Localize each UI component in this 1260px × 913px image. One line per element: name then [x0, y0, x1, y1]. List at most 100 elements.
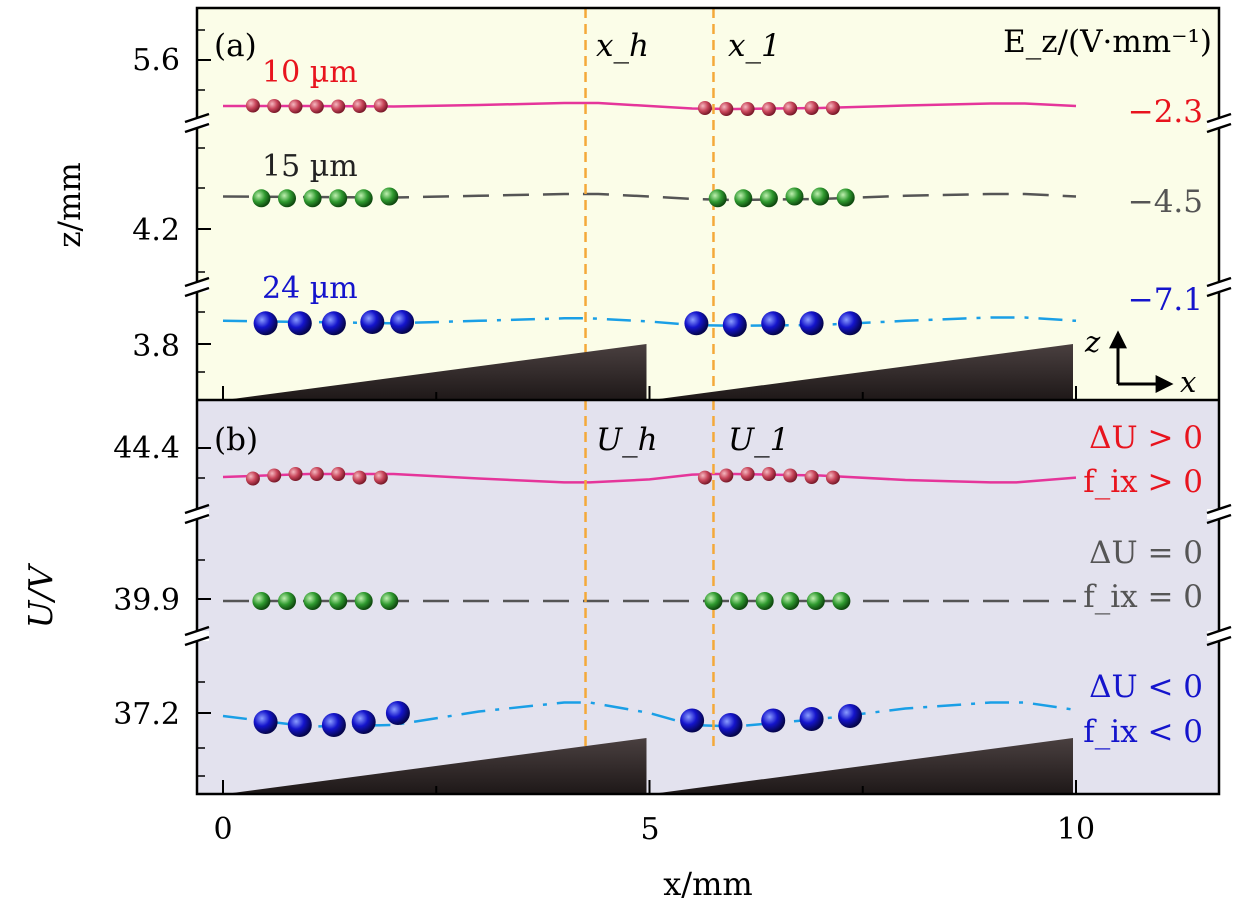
- ion-a-2-0: [253, 311, 278, 336]
- sawtooth-electrode-a-0: [225, 344, 647, 400]
- axis-break-mark-1-1-bot: [1206, 286, 1232, 298]
- ion-b-0-5: [352, 470, 367, 485]
- axis-break-gap-1-0: [185, 282, 209, 292]
- ion-b-2-8: [799, 707, 824, 731]
- panel-b-label: (b): [214, 422, 258, 458]
- y-tick-label-44.4: 44.4: [113, 431, 180, 466]
- axis-glyph-up-label: z: [1084, 325, 1101, 359]
- x-axis: 0 5 10 x/mm: [213, 386, 1095, 903]
- ion-b-1-9: [781, 592, 800, 610]
- ion-b-0-1: [267, 468, 282, 483]
- ion-b-1-3: [329, 592, 348, 610]
- ion-a-0-6: [373, 98, 388, 113]
- y-axis-title-a: z/mm: [52, 162, 88, 248]
- ion-b-1-1: [278, 592, 296, 610]
- y-axis-title-b-text: U/V: [21, 562, 60, 628]
- ion-b-0-11: [783, 468, 798, 483]
- ion-b-2-6: [718, 713, 743, 737]
- ion-a-0-2: [288, 99, 303, 114]
- ion-a-2-3: [360, 310, 385, 334]
- legend-du-positive: ΔU > 0: [1089, 420, 1203, 456]
- axis-break-gap-3-0: [185, 631, 209, 641]
- panel-a: (a) 10 µm 15 µm 24 µm x_h x_1 E_z/(V·mm⁻…: [52, 8, 1219, 400]
- legend-fix-positive: f_ix > 0: [1083, 464, 1203, 500]
- marker-label-xh-text: x_h: [596, 28, 649, 64]
- ion-a-1-0: [252, 189, 271, 208]
- axis-break-mark-2-1-bot: [1206, 513, 1232, 525]
- ion-a-0-10: [761, 102, 776, 116]
- legend-fix-negative: f_ix < 0: [1083, 714, 1203, 750]
- panel-b-position-markers: [584, 400, 715, 752]
- axis-break-mark-1-0-top: [184, 276, 210, 288]
- sawtooth-electrode-b-0: [225, 738, 647, 794]
- y-axis-title-b: U/V: [21, 562, 60, 628]
- ion-b-0-4: [331, 467, 346, 481]
- ion-a-2-6: [722, 313, 747, 337]
- ion-b-0-12: [804, 470, 819, 484]
- panel-a-sawtooth-electrodes: [225, 344, 1073, 400]
- ion-a-1-2: [303, 189, 322, 208]
- ion-b-2-5: [680, 708, 705, 733]
- axis-break-mark-2-0-bot: [184, 513, 210, 525]
- panel-a-ion-chains: [245, 98, 862, 337]
- x-axis-title: x/mm: [663, 865, 753, 903]
- panel-b-sawtooth-electrodes: [225, 738, 1073, 794]
- ion-a-2-7: [761, 311, 786, 336]
- panel-a-y-axis: 5.6 4.2 3.8 z/mm: [52, 43, 180, 364]
- ion-a-1-1: [278, 189, 296, 208]
- ion-b-1-10: [806, 592, 825, 610]
- ion-b-0-7: [697, 470, 712, 485]
- x-tick-label-0: 0: [213, 812, 232, 847]
- ion-b-1-7: [730, 592, 749, 610]
- ion-a-2-4: [390, 310, 415, 334]
- y-axis-title-a-text: z/mm: [52, 162, 88, 248]
- y-tick-label-37.2: 37.2: [113, 697, 180, 732]
- ion-a-1-5: [380, 187, 399, 206]
- ion-a-0-9: [740, 102, 755, 116]
- axis-break-mark-0-1-top: [1206, 112, 1232, 124]
- ion-a-0-7: [697, 101, 712, 115]
- y-tick-label-5.6: 5.6: [132, 43, 180, 78]
- field-axis-title: E_z/(V·mm⁻¹): [1003, 24, 1212, 60]
- x-tick-label-5: 5: [640, 812, 659, 847]
- ion-a-2-2: [321, 311, 346, 336]
- marker-label-u1: U_1: [728, 422, 789, 458]
- x-axis-ticks: [222, 386, 1077, 794]
- ion-b-1-2: [303, 592, 322, 610]
- field-axis-title-text: E_z/(V·mm⁻¹): [1003, 24, 1212, 60]
- axis-break-gap-0-0: [185, 118, 209, 128]
- ion-a-1-11: [836, 188, 855, 207]
- ion-a-2-9: [838, 311, 862, 336]
- sawtooth-electrode-b-1: [651, 738, 1073, 794]
- ion-a-1-7: [734, 189, 753, 208]
- ion-b-2-3: [351, 710, 376, 734]
- ion-b-2-9: [838, 704, 862, 728]
- ion-b-0-10: [761, 467, 776, 481]
- ion-b-1-4: [354, 592, 373, 610]
- ion-a-0-4: [331, 99, 346, 114]
- panel-a-label: (a): [214, 28, 257, 64]
- ion-b-0-9: [740, 467, 755, 481]
- y-tick-label-39.9: 39.9: [113, 583, 180, 618]
- legend-du-negative: ΔU < 0: [1089, 669, 1203, 705]
- ion-a-2-1: [287, 311, 312, 336]
- ion-a-1-4: [354, 189, 373, 208]
- axis-break-gap-0-1: [1207, 118, 1231, 128]
- axis-direction-glyph: z x: [1084, 325, 1196, 399]
- marker-label-x1: x_1: [728, 28, 781, 64]
- ion-a-0-11: [783, 101, 798, 116]
- marker-label-xh: x_h: [596, 28, 649, 64]
- axis-break-mark-3-1-bot: [1206, 635, 1232, 647]
- ion-b-0-6: [373, 470, 388, 485]
- ion-b-2-7: [761, 708, 786, 733]
- ion-a-1-9: [785, 187, 804, 206]
- axis-break-mark-1-0-bot: [184, 286, 210, 298]
- axis-break-gap-2-1: [1207, 509, 1231, 519]
- y-tick-label-4.2: 4.2: [132, 213, 180, 248]
- series-line-a-2: [222, 316, 1077, 328]
- marker-label-uh-text: U_h: [596, 422, 658, 458]
- panel-a-series-lines: [222, 101, 1077, 328]
- x-axis-title-text: x/mm: [663, 865, 753, 903]
- ion-size-label-24um: 24 µm: [262, 271, 358, 306]
